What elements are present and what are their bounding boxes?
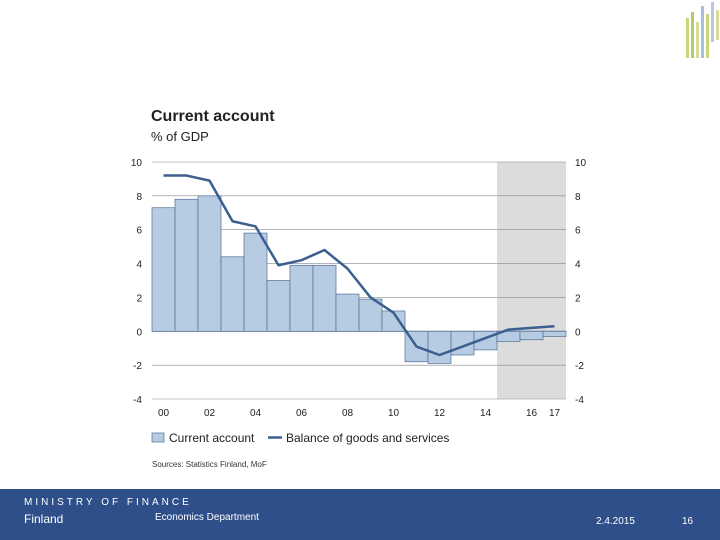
bar-current-account [289,264,314,332]
chart-subtitle: % of GDP [151,129,209,144]
y-tick-label-left: 6 [136,226,142,237]
chart-source: Sources: Statistics Finland, MoF [152,460,267,469]
bar-current-account [519,330,544,341]
department-name: Economics Department [155,512,259,523]
y-tick-label-left: 10 [131,158,143,169]
y-tick-label-left: 8 [136,192,142,203]
bar-current-account [243,232,268,332]
bar-current-account [220,256,245,332]
bar-current-account [542,330,567,337]
logo-graphic [686,2,719,58]
y-tick-label-left: 4 [136,260,142,271]
y-tick-label-right: 2 [575,293,581,304]
legend-swatch-current-account [151,432,165,443]
bar-current-account [427,330,452,364]
bar-current-account [335,293,360,332]
x-tick-label: 17 [549,408,561,419]
x-tick-label: 06 [296,408,308,419]
bar-current-account [312,264,337,332]
forecast-shade [497,162,566,399]
y-tick-label-left: 0 [136,327,142,338]
y-tick-label-right: -4 [575,395,584,406]
y-tick-label-right: 6 [575,226,581,237]
footer-bar: MINISTRY OF FINANCE Finland Economics De… [0,489,720,540]
y-tick-label-left: 2 [136,293,142,304]
y-tick-label-right: -2 [575,361,584,372]
x-tick-label: 14 [480,408,492,419]
bar-current-account [151,207,176,332]
bar-current-account [174,198,199,332]
chart-title: Current account [151,108,275,125]
x-tick-label: 08 [342,408,354,419]
y-tick-label-left: -4 [133,395,142,406]
y-tick-label-right: 0 [575,327,581,338]
y-tick-label-left: -2 [133,361,142,372]
x-tick-label: 16 [526,408,538,419]
x-tick-label: 04 [250,408,262,419]
line-goods-services [163,174,555,357]
bar-current-account [197,195,222,332]
page-number: 16 [682,516,694,527]
bar-current-account [381,310,406,332]
y-tick-label-right: 4 [575,260,581,271]
slide-date: 2.4.2015 [596,516,635,527]
legend-label-goods-services: Balance of goods and services [286,431,449,445]
x-tick-label: 00 [158,408,170,419]
bar-current-account [266,280,291,332]
x-tick-label: 10 [388,408,400,419]
ministry-name: MINISTRY OF FINANCE [24,497,192,508]
country-name: Finland [24,512,64,526]
y-tick-label-right: 10 [575,158,587,169]
x-tick-label: 12 [434,408,446,419]
x-tick-label: 02 [204,408,216,419]
legend-label-current-account: Current account [169,431,255,445]
y-tick-label-right: 8 [575,192,581,203]
